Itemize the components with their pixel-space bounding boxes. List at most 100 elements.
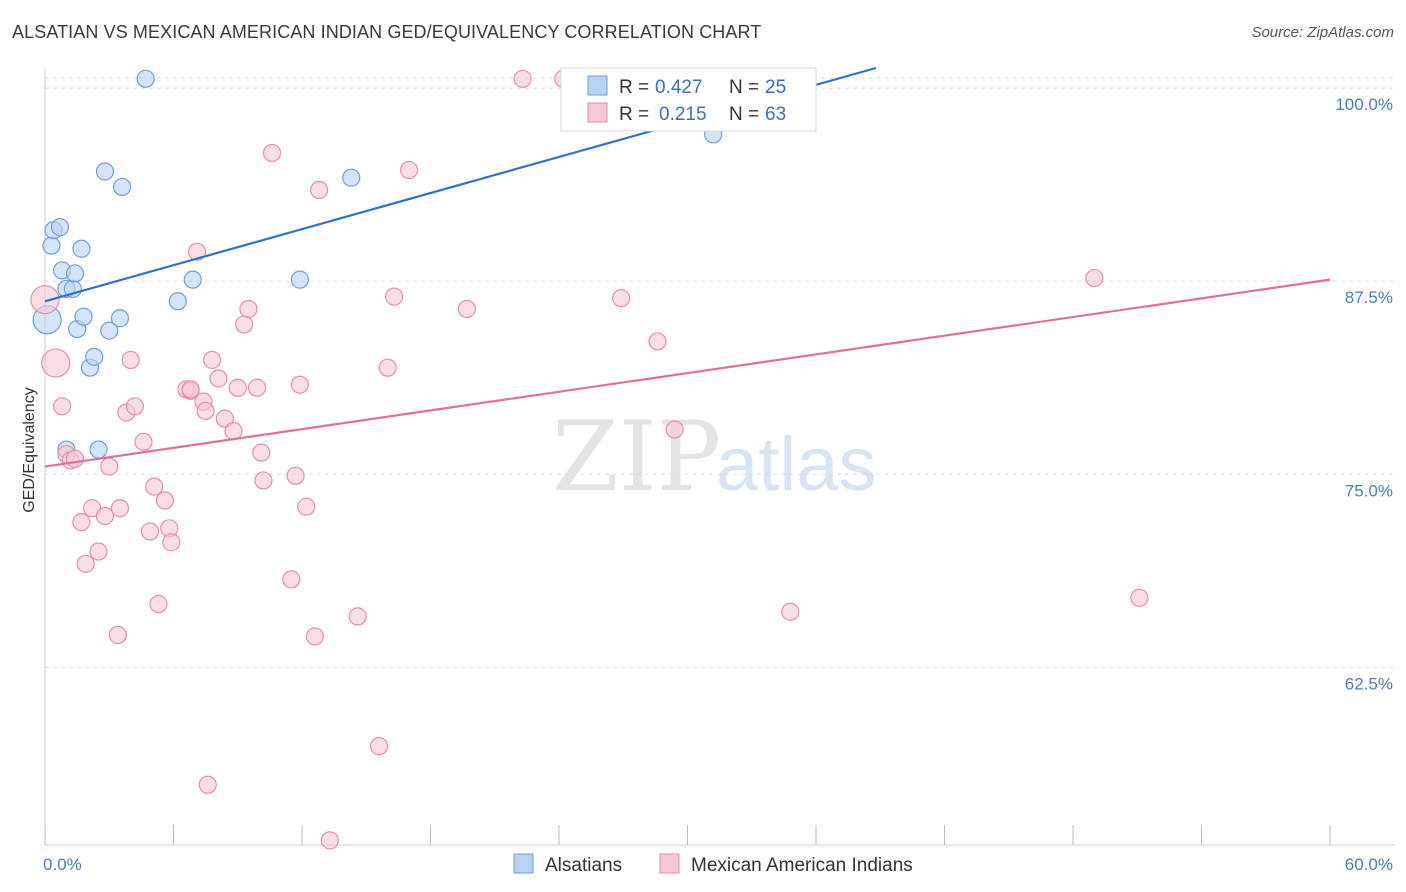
legend-n-label-mexican-american-indians: N = [729,104,759,125]
point-alsatians [342,168,361,187]
y-tick-label: 75.0% [1345,481,1393,500]
legend-r-label-alsatians: R = [619,77,649,98]
point-mexican-american-indians [1085,268,1104,288]
point-mexican-american-indians [155,491,175,510]
point-mexican-american-indians [239,299,258,319]
point-mexican-american-indians [252,443,271,462]
gridlines [45,77,1395,668]
legend-n-value-mexican-american-indians: 63 [765,104,786,125]
point-alsatians [112,177,132,197]
point-mexican-american-indians [65,449,85,468]
chart-title: ALSATIAN VS MEXICAN AMERICAN INDIAN GED/… [12,22,762,42]
point-alsatians [72,239,91,258]
series-legend-label-mexican-american-indians: Mexican American Indians [691,855,913,876]
data-points [30,69,1149,850]
point-mexican-american-indians [399,160,419,180]
y-tick-label: 62.5% [1345,674,1393,693]
legend-r-value-mexican-american-indians: 0.215 [659,104,707,125]
point-mexican-american-indians [145,477,164,496]
point-mexican-american-indians [30,285,60,315]
point-mexican-american-indians [290,375,309,394]
point-mexican-american-indians [384,287,404,306]
legend-swatch-mexican-american-indians [587,102,608,123]
point-mexican-american-indians [149,594,168,614]
point-mexican-american-indians [72,513,91,532]
point-mexican-american-indians [513,69,532,88]
point-mexican-american-indians [76,554,95,573]
point-alsatians [136,69,155,88]
point-mexican-american-indians [457,299,477,319]
watermark-zip: ZIP [552,401,721,513]
point-mexican-american-indians [100,457,119,476]
point-mexican-american-indians [320,831,339,850]
legend-r-value-alsatians: 0.427 [655,77,703,98]
point-mexican-american-indians [612,289,631,308]
point-mexican-american-indians [125,397,145,416]
legend-n-value-alsatians: 25 [765,77,786,98]
point-alsatians [168,292,187,311]
point-mexican-american-indians [95,506,115,526]
point-mexican-american-indians [297,497,316,516]
point-mexican-american-indians [134,432,153,451]
point-alsatians [100,321,119,340]
point-mexican-american-indians [108,625,127,645]
point-mexican-american-indians [310,180,329,200]
axes [44,68,1395,846]
point-mexican-american-indians [215,409,234,428]
point-mexican-american-indians [247,378,267,397]
point-mexican-american-indians [209,369,228,388]
point-mexican-american-indians [41,348,71,378]
point-mexican-american-indians [286,466,305,485]
point-alsatians [95,162,115,181]
y-tick-labels: 62.5% 75.0% 87.5% 100.0% [1335,95,1393,693]
legend-swatch-alsatians [587,75,608,96]
point-mexican-american-indians [198,775,217,794]
point-alsatians [50,218,70,237]
point-mexican-american-indians [282,570,301,589]
y-tick-label: 87.5% [1345,288,1393,307]
y-tick-label: 100.0% [1335,95,1393,114]
point-alsatians [85,347,104,366]
series-legend: Alsatians Mexican American Indians [513,853,913,876]
source-credit: Source: ZipAtlas.com [1251,24,1394,41]
point-mexican-american-indians [224,421,243,441]
point-mexican-american-indians [378,358,397,377]
point-mexican-american-indians [665,420,684,439]
point-alsatians [89,440,108,459]
point-mexican-american-indians [110,499,130,518]
point-mexican-american-indians [1130,588,1149,607]
trend-line-mexican-american-indians [44,278,1331,468]
x-tick-labels: 0.0% 60.0% [43,855,1393,874]
point-alsatians [110,309,130,328]
point-mexican-american-indians [187,242,207,261]
x-tick-label-max: 60.0% [1345,855,1393,874]
watermark: ZIP atlas [552,401,877,513]
point-alsatians [290,270,309,289]
point-mexican-american-indians [235,315,254,334]
legend-n-label-alsatians: N = [729,77,759,98]
series-legend-swatch-alsatians [513,853,534,874]
point-mexican-american-indians [781,602,800,621]
point-mexican-american-indians [648,332,667,351]
point-mexican-american-indians [348,607,367,626]
point-mexican-american-indians [53,397,72,416]
point-alsatians [65,264,85,283]
point-mexican-american-indians [305,627,324,646]
point-mexican-american-indians [228,378,247,397]
x-tick-label-min: 0.0% [43,855,82,874]
point-mexican-american-indians [196,401,215,421]
point-mexican-american-indians [262,143,282,163]
point-mexican-american-indians [181,380,200,399]
point-mexican-american-indians [162,533,181,552]
point-mexican-american-indians [140,522,160,541]
legend-r-label-mexican-american-indians: R = [619,104,649,125]
point-mexican-american-indians [121,350,140,370]
watermark-atlas: atlas [716,422,877,507]
point-alsatians [183,270,202,289]
point-mexican-american-indians [254,471,273,490]
series-legend-label-alsatians: Alsatians [545,855,622,876]
point-alsatians [42,236,61,255]
stats-legend: R = 0.427 N = 25 R = 0.215 N = 63 [560,67,817,132]
y-axis-title: GED/Equivalency [21,387,38,512]
